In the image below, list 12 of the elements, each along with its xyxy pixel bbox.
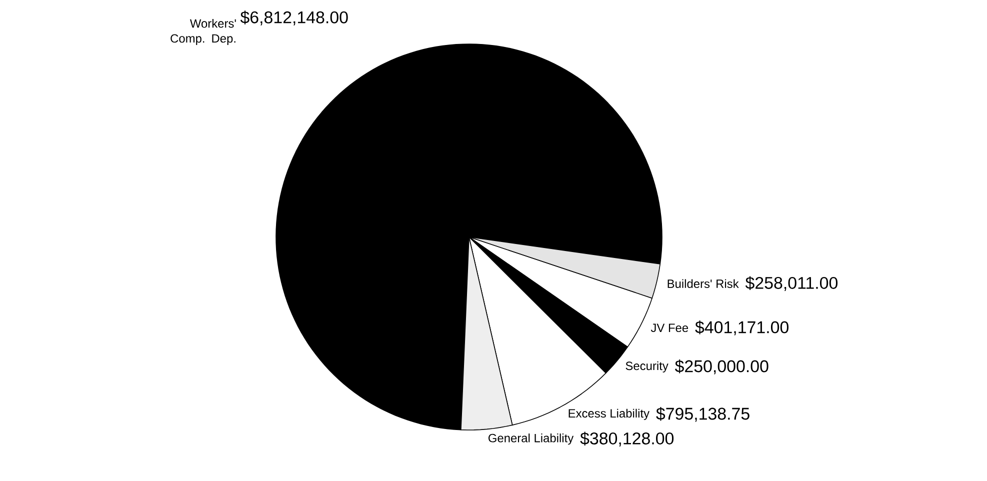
slice-label: JV Fee	[650, 324, 688, 332]
data-label: $250,000.00	[674, 360, 768, 374]
slice-label: Workers' Comp. Dep.	[170, 18, 236, 46]
slice-label: Builders' Risk	[668, 279, 739, 288]
slice-label: Security	[626, 361, 668, 372]
data-label: $258,011.00	[745, 276, 838, 291]
data-label: $380,128.00	[580, 432, 674, 446]
slice-label: Excess Liability	[568, 408, 650, 420]
slice-label: General Liability	[488, 434, 574, 445]
data-label: $401,171.00	[695, 320, 788, 336]
data-label: $795,138.75	[656, 407, 750, 422]
data-label: $6,812,148.00	[240, 10, 348, 26]
